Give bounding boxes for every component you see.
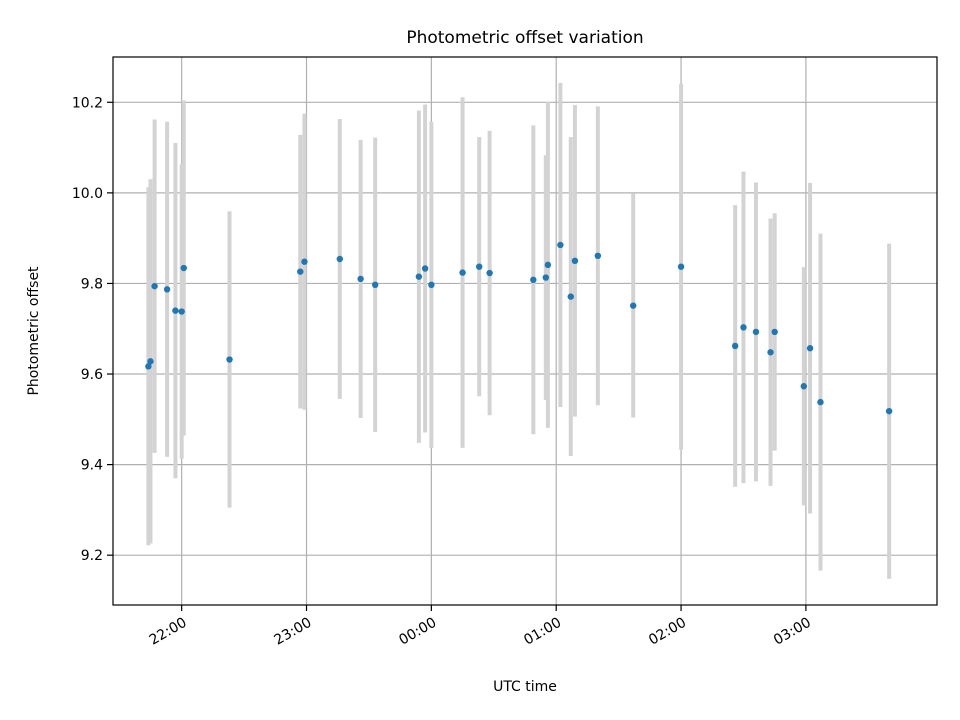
data-point [542,274,550,281]
y-tick-label: 9.2 [81,548,103,564]
data-point [163,286,171,293]
data-point [415,273,423,280]
data-point [544,261,552,269]
data-point [297,268,304,275]
data-point [357,275,364,283]
data-point [800,383,808,390]
data-point [557,241,564,249]
data-point [731,342,739,350]
data-point [151,282,158,290]
data-point [178,308,185,315]
y-tick-label: 9.4 [81,458,103,474]
y-axis-ticks: 9.2 9.4 9.6 9.8 10.0 10.2 [72,95,113,564]
data-point [486,269,493,277]
data-points [145,241,893,415]
data-point [421,265,429,272]
data-point [752,328,760,336]
plot-frame [112,56,938,606]
data-point [428,281,435,289]
data-point [817,398,824,406]
data-point [459,269,466,276]
data-point [145,363,152,370]
chart-title: Photometric offset variation [406,28,643,48]
data-point [771,328,778,336]
data-point [885,407,893,415]
y-tick-label: 9.6 [81,367,103,383]
data-point [530,276,537,284]
data-point [677,263,685,270]
data-point [571,257,579,265]
y-tick-label: 10.0 [72,186,103,202]
data-point [172,307,179,314]
data-point [226,356,233,363]
data-point [301,258,308,265]
data-point [630,302,637,309]
data-point [594,252,602,260]
data-point [740,324,747,331]
data-point [476,263,483,270]
data-point [767,349,774,356]
data-point [147,358,154,365]
data-point [806,345,814,352]
data-point [336,255,344,263]
data-point [567,293,574,300]
data-point [180,264,187,272]
data-point [371,281,379,289]
y-axis-label: Photometric offset [26,266,42,396]
x-axis-label: UTC time [493,679,557,695]
y-tick-label: 9.8 [81,276,103,292]
y-tick-label: 10.2 [72,95,103,111]
